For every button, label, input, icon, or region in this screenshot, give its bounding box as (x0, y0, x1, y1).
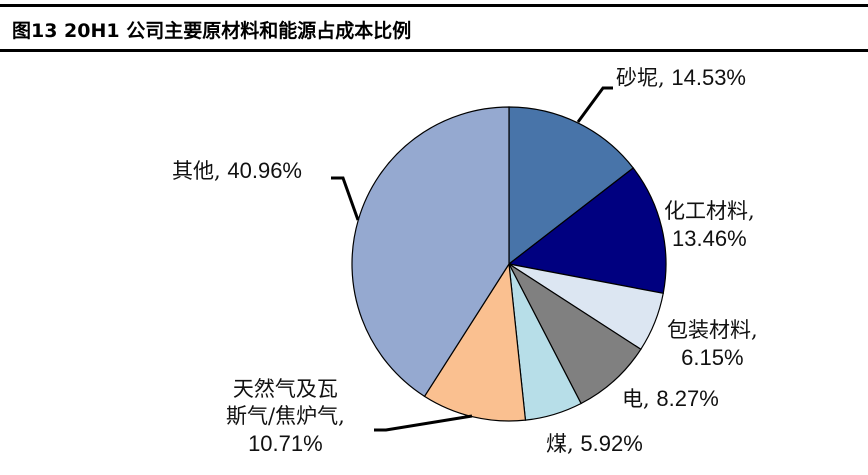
label-pct: 13.46% (672, 226, 747, 251)
label-other: 其他, 40.96% (172, 157, 302, 185)
label-pct: 6.15% (681, 345, 744, 370)
label-pct: 14.53% (671, 65, 746, 90)
label-gas: 天然气及瓦 斯气/焦炉气, 10.71% (226, 376, 345, 457)
leader-line-gas (374, 414, 473, 432)
top-rule (0, 4, 868, 7)
label-name-line2: 斯气/焦炉气, (226, 404, 345, 428)
label-name: 其他, (172, 159, 221, 183)
label-name: 砂坭, (616, 66, 665, 90)
leader-line-other (331, 176, 360, 221)
leader-line-sani (576, 86, 613, 123)
label-chemicals: 化工材料, 13.46% (664, 198, 755, 252)
label-pct: 10.71% (248, 431, 323, 456)
pie-slice-1 (507, 167, 667, 295)
label-name: 电, (622, 387, 650, 411)
label-packaging: 包装材料, 6.15% (667, 317, 758, 371)
label-coal: 煤, 5.92% (546, 430, 643, 458)
label-name: 包装材料, (667, 318, 758, 342)
title-bottom-rule (0, 49, 868, 52)
label-sani: 砂坭, 14.53% (616, 64, 746, 92)
label-pct: 5.92% (580, 431, 643, 456)
label-name-line1: 天然气及瓦 (232, 377, 338, 401)
label-pct: 8.27% (656, 386, 719, 411)
label-name: 煤, (546, 432, 574, 456)
label-pct: 40.96% (227, 158, 302, 183)
pie-slice-6 (351, 106, 510, 398)
chart-title: 图13 20H1 公司主要原材料和能源占成本比例 (12, 20, 412, 42)
pie-slice-5 (423, 262, 527, 422)
label-electricity: 电, 8.27% (622, 385, 719, 413)
label-name: 化工材料, (664, 199, 755, 223)
pie-slices (351, 106, 667, 422)
pie-slice-0 (508, 106, 635, 266)
